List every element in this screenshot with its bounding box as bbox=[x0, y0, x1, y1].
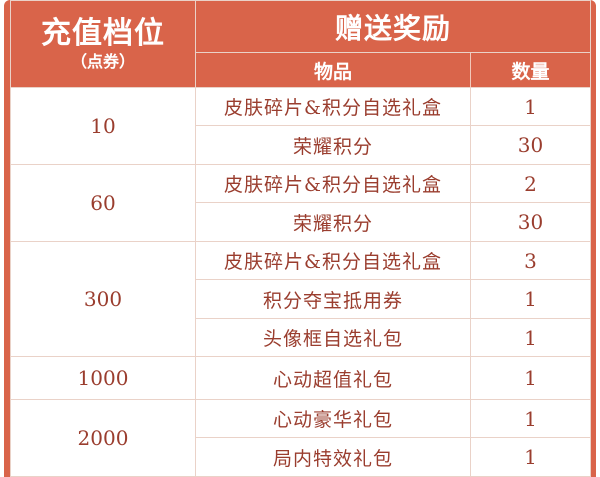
table-row: 荣耀积分 30 bbox=[11, 202, 592, 242]
reward-qty: 30 bbox=[469, 125, 592, 165]
reward-qty: 2 bbox=[469, 163, 592, 204]
reward-qty: 1 bbox=[469, 398, 592, 439]
table-row: 1000 心动超值礼包 1 bbox=[10, 356, 592, 400]
recharge-reward-table: 充值档位 （点券） 赠送奖励 物品 数量 10 皮肤碎片&积分自选礼盒 1 荣耀… bbox=[10, 0, 592, 477]
table-row: 10 皮肤碎片&积分自选礼盒 1 bbox=[10, 86, 592, 165]
reward-qty: 1 bbox=[469, 356, 592, 400]
reward-item: 积分夺宝抵用券 bbox=[195, 279, 471, 319]
table-row: 300 皮肤碎片&积分自选礼盒 3 bbox=[10, 240, 592, 358]
table-row: 60 皮肤碎片&积分自选礼盒 2 bbox=[10, 163, 592, 242]
reward-item: 皮肤碎片&积分自选礼盒 bbox=[195, 163, 471, 204]
reward-item: 荣耀积分 bbox=[195, 202, 471, 242]
tier-amount: 2000 bbox=[10, 398, 196, 477]
reward-qty: 1 bbox=[469, 86, 592, 127]
tier-amount: 10 bbox=[10, 87, 196, 165]
table-row: 头像框自选礼包 1 bbox=[11, 317, 592, 358]
quantity-column-header: 数量 bbox=[469, 52, 592, 88]
table-row: 积分夺宝抵用券 1 bbox=[11, 279, 592, 319]
reward-item: 荣耀积分 bbox=[195, 125, 471, 165]
reward-qty: 1 bbox=[469, 317, 592, 358]
reward-qty: 1 bbox=[469, 279, 592, 319]
reward-qty: 1 bbox=[469, 437, 592, 477]
reward-qty: 30 bbox=[469, 202, 592, 242]
table-row: 2000 心动豪华礼包 1 bbox=[10, 398, 592, 477]
tier-header-unit: （点券） bbox=[70, 52, 135, 71]
tier-column-header: 充值档位 （点券） bbox=[10, 0, 196, 88]
reward-item: 皮肤碎片&积分自选礼盒 bbox=[195, 86, 471, 127]
reward-item: 局内特效礼包 bbox=[195, 437, 471, 477]
table-row: 荣耀积分 30 bbox=[11, 125, 592, 165]
table-row: 局内特效礼包 1 bbox=[11, 437, 592, 477]
reward-qty: 3 bbox=[469, 240, 592, 281]
reward-item: 心动豪华礼包 bbox=[195, 398, 471, 439]
reward-header-title: 赠送奖励 bbox=[194, 0, 592, 53]
reward-item: 心动超值礼包 bbox=[195, 356, 471, 400]
reward-item: 皮肤碎片&积分自选礼盒 bbox=[195, 240, 471, 281]
tier-amount: 1000 bbox=[10, 356, 196, 400]
tier-header-title: 充值档位 bbox=[41, 16, 165, 51]
tier-amount: 300 bbox=[10, 240, 196, 358]
tier-amount: 60 bbox=[10, 163, 196, 242]
item-column-header: 物品 bbox=[195, 52, 471, 88]
reward-item: 头像框自选礼包 bbox=[195, 317, 471, 358]
